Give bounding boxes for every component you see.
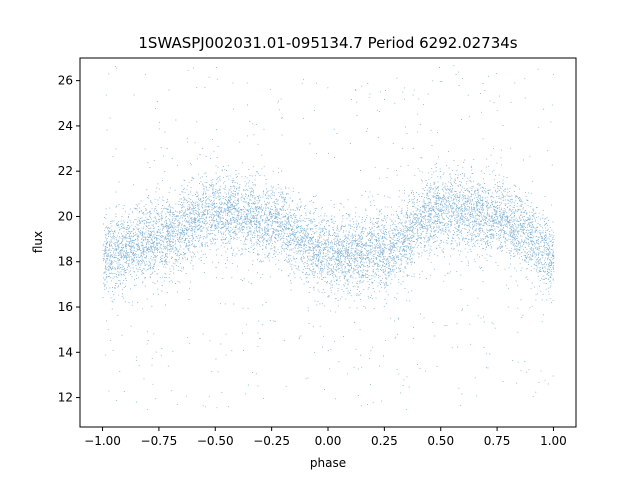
x-axis-label: phase <box>310 456 346 470</box>
y-tick-label: 22 <box>58 164 73 178</box>
x-tick-label: −0.50 <box>197 434 234 448</box>
y-tick-label: 14 <box>58 345 73 359</box>
y-tick-label: 20 <box>58 209 73 223</box>
x-tick-label: 0.75 <box>484 434 511 448</box>
x-tick-label: 0.00 <box>315 434 342 448</box>
y-tick-label: 24 <box>58 119 73 133</box>
y-tick-label: 12 <box>58 391 73 405</box>
x-tick-label: −0.25 <box>253 434 290 448</box>
y-tick-label: 18 <box>58 255 73 269</box>
x-tick-label: −0.75 <box>141 434 178 448</box>
y-axis-label: flux <box>31 231 45 253</box>
x-tick-label: 0.50 <box>427 434 454 448</box>
data-point-cloud <box>102 65 555 411</box>
x-axis: −1.00 −0.75 −0.50 −0.25 0.00 0.25 0.50 0.75 1.00 <box>84 427 567 448</box>
chart-title: 1SWASPJ002031.01-095134.7 Period 6292.02… <box>138 34 517 52</box>
y-tick-label: 26 <box>58 74 73 88</box>
x-tick-label: 1.00 <box>540 434 567 448</box>
x-tick-label: −1.00 <box>84 434 121 448</box>
scatter-points <box>102 65 555 411</box>
y-axis: 12 14 16 18 20 22 24 26 <box>58 74 80 405</box>
x-tick-label: 0.25 <box>371 434 398 448</box>
y-tick-label: 16 <box>58 300 73 314</box>
